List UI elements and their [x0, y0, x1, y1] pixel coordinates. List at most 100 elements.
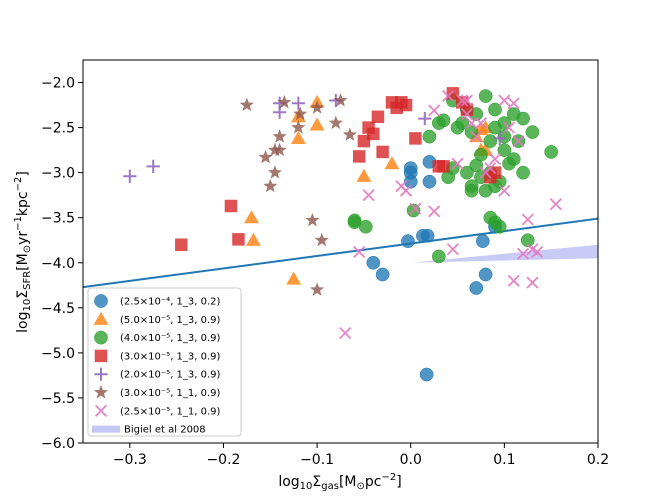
data-point	[492, 219, 507, 234]
data-point	[469, 158, 484, 173]
legend: (2.5×10⁻⁴, 1_3, 0.2) (5.0×10⁻⁵, 1_3, 0.9)…	[87, 287, 242, 437]
data-point	[460, 94, 473, 107]
legend-entry: (2.5×10⁻⁵, 1_1, 0.9)	[94, 404, 221, 417]
legend-marker	[94, 404, 108, 417]
data-point	[419, 367, 434, 382]
y-tick-label: −2.5	[41, 121, 75, 137]
y-tick-label: −5.5	[41, 391, 75, 407]
data-point	[506, 152, 521, 166]
data-point	[446, 243, 459, 256]
data-point	[436, 113, 451, 128]
legend-entry: (2.5×10⁻⁴, 1_3, 0.2)	[94, 294, 221, 308]
data-point	[244, 210, 259, 224]
legend-marker	[93, 311, 109, 325]
data-point	[339, 327, 352, 340]
data-point	[310, 100, 325, 114]
axes-frame	[82, 59, 599, 444]
data-point	[520, 233, 535, 248]
y-tick-label: −5.0	[41, 346, 75, 362]
series-4	[175, 87, 502, 251]
x-tick-label: 0.0	[400, 452, 422, 468]
data-point	[272, 142, 287, 157]
data-point	[356, 168, 372, 182]
x-axis-label: log10Σgas[M⊙pc−2]	[278, 472, 401, 492]
data-point	[460, 103, 474, 116]
data-point	[420, 228, 435, 243]
legend-label: (3.0×10⁻⁵, 1_1, 0.9)	[120, 388, 221, 399]
data-point	[437, 160, 450, 173]
legend-marker	[93, 385, 109, 399]
data-point	[469, 281, 484, 295]
x-tick-label: −0.1	[300, 452, 334, 468]
data-point	[314, 232, 329, 247]
data-point	[516, 165, 530, 180]
data-point	[507, 274, 520, 287]
data-point	[352, 150, 366, 163]
legend-box	[87, 287, 242, 437]
data-point	[488, 102, 502, 117]
data-point	[507, 97, 520, 110]
data-point	[460, 108, 473, 121]
legend-band-swatch	[92, 425, 120, 433]
y-axis-label: log10ΣSFR[M⊙yr−1kpc−2]	[13, 171, 33, 333]
data-point	[310, 282, 325, 296]
data-point	[146, 159, 160, 173]
y-tick-label: −4.0	[41, 256, 75, 272]
data-point	[293, 106, 308, 121]
fit-line	[83, 217, 598, 289]
legend-marker	[94, 330, 108, 345]
data-point	[517, 247, 530, 260]
data-point	[460, 165, 474, 180]
data-point	[224, 199, 238, 213]
y-tick-label: −6.0	[41, 436, 75, 452]
data-point	[493, 131, 507, 146]
legend-entry: (3.0×10⁻⁵, 1_1, 0.9)	[93, 385, 221, 399]
data-point	[497, 143, 512, 157]
data-point	[516, 111, 530, 126]
legend-label: (2.5×10⁻⁴, 1_3, 0.2)	[120, 297, 221, 308]
data-point	[376, 145, 389, 159]
data-point	[277, 94, 292, 109]
data-point	[258, 149, 273, 164]
data-point	[442, 90, 455, 103]
legend-entry: (3.0×10⁻⁵, 1_3, 0.9)	[94, 349, 221, 363]
legend-label: (5.0×10⁻⁵, 1_3, 0.9)	[120, 315, 221, 326]
data-point	[483, 134, 498, 148]
data-point	[503, 121, 516, 134]
data-point	[531, 245, 544, 258]
data-point	[267, 165, 283, 179]
data-point	[375, 267, 390, 282]
data-point	[470, 130, 483, 143]
data-point	[465, 117, 478, 130]
series-5	[123, 93, 507, 183]
data-point	[367, 127, 380, 141]
data-point	[245, 232, 261, 246]
data-point	[328, 115, 343, 130]
x-tick-label: 0.1	[493, 452, 515, 468]
data-point	[409, 202, 422, 215]
data-point	[239, 97, 254, 112]
data-point	[428, 205, 441, 218]
data-point	[428, 104, 441, 117]
data-point	[403, 165, 418, 180]
data-point	[525, 125, 540, 139]
data-point	[357, 134, 371, 148]
data-point	[544, 145, 559, 159]
data-point	[286, 271, 302, 285]
plot-area	[83, 87, 598, 382]
data-point	[309, 117, 325, 131]
series-6	[239, 93, 357, 296]
data-point	[409, 132, 422, 145]
data-point	[291, 120, 306, 134]
legend-marker	[94, 349, 108, 363]
legend-marker	[94, 367, 108, 381]
data-point	[418, 111, 432, 126]
data-point	[474, 117, 487, 130]
data-point	[384, 156, 400, 170]
data-point	[464, 179, 479, 194]
legend-entry: (2.0×10⁻⁵, 1_3, 0.9)	[94, 367, 221, 381]
data-point	[488, 153, 502, 166]
data-point	[422, 129, 437, 144]
data-point	[455, 116, 470, 130]
